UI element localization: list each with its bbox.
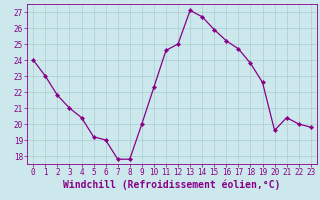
X-axis label: Windchill (Refroidissement éolien,°C): Windchill (Refroidissement éolien,°C): [63, 180, 281, 190]
